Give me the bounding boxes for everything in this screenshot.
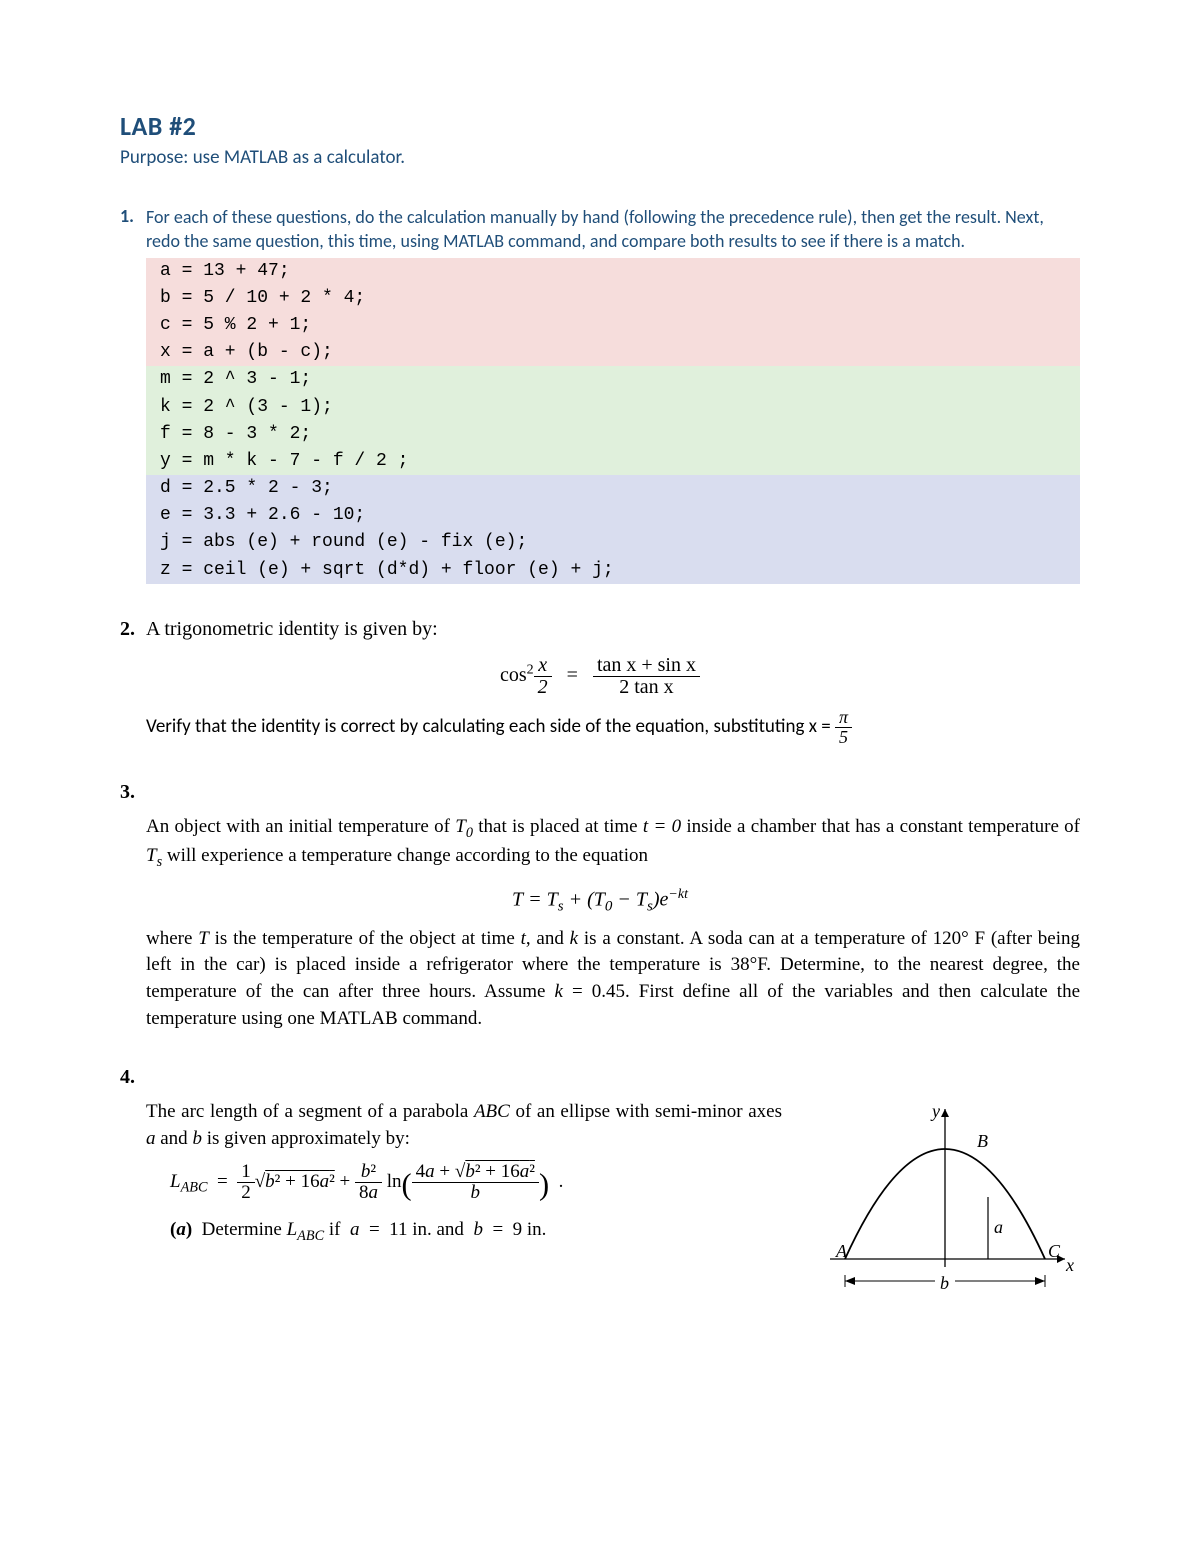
q3-T0: T bbox=[455, 816, 466, 837]
page: LAB #2 Purpose: use MATLAB as a calculat… bbox=[0, 0, 1200, 1553]
eq-lhs-frac-num: x bbox=[534, 655, 552, 676]
label-A: A bbox=[835, 1241, 848, 1261]
q4-part-a: (a) Determine LABC if a = 11 in. and b =… bbox=[170, 1217, 782, 1247]
q2-verify: Verify that the identity is correct by c… bbox=[146, 708, 1080, 747]
q4-Lsub: ABC bbox=[181, 1180, 208, 1196]
question-4: 4. The arc length of a segment of a para… bbox=[120, 1066, 1080, 1309]
code-line: x = a + (b - c); bbox=[146, 339, 1080, 366]
q1-number: 1. bbox=[120, 205, 146, 254]
label-y: y bbox=[930, 1101, 940, 1121]
code-line: f = 8 - 3 * 2; bbox=[146, 421, 1080, 448]
eq-lhs-base: cos bbox=[500, 664, 527, 686]
q2-lead: A trigonometric identity is given by: bbox=[146, 618, 1080, 641]
page-subtitle: Purpose: use MATLAB as a calculator. bbox=[120, 146, 1080, 169]
q2-verify-num: π bbox=[835, 708, 852, 727]
code-line: y = m * k - 7 - f / 2 ; bbox=[146, 448, 1080, 475]
q4-formula: LABC = 12√b² + 16a² + b²8a ln(4a + √b² +… bbox=[170, 1162, 782, 1203]
eq-lhs-exp: 2 bbox=[527, 662, 534, 677]
code-line: z = ceil (e) + sqrt (d*d) + floor (e) + … bbox=[146, 557, 1080, 584]
q3-p1-a: An object with an initial temperature of bbox=[146, 816, 455, 837]
q2-number: 2. bbox=[120, 618, 146, 641]
code-line: b = 5 / 10 + 2 * 4; bbox=[146, 285, 1080, 312]
code-line: c = 5 % 2 + 1; bbox=[146, 312, 1080, 339]
q2-equation: cos2x2 = tan x + sin x2 tan x bbox=[120, 655, 1080, 698]
f-halfnum: 1 bbox=[237, 1162, 255, 1182]
eq-lhs-frac-den: 2 bbox=[534, 676, 552, 698]
code-line: a = 13 + 47; bbox=[146, 258, 1080, 285]
label-x: x bbox=[1065, 1255, 1074, 1275]
question-3: 3. An object with an initial temperature… bbox=[120, 781, 1080, 1033]
label-C: C bbox=[1048, 1241, 1061, 1261]
q1-codeblock: a = 13 + 47; b = 5 / 10 + 2 * 4; c = 5 %… bbox=[146, 258, 1080, 584]
eq-sign: = bbox=[562, 664, 583, 686]
q3-p1-c: inside a chamber that has a constant tem… bbox=[681, 816, 1080, 837]
q3-paragraph2: where T is the temperature of the object… bbox=[146, 926, 1080, 1032]
code-line: m = 2 ^ 3 - 1; bbox=[146, 366, 1080, 393]
f-halfden: 2 bbox=[237, 1182, 255, 1203]
eq-rhs-num: tan x + sin x bbox=[593, 655, 700, 676]
q3-p1-b: that is placed at time bbox=[473, 816, 643, 837]
q4-number: 4. bbox=[120, 1066, 146, 1089]
q2-verify-text: Verify that the identity is correct by c… bbox=[146, 715, 835, 738]
q1-text: For each of these questions, do the calc… bbox=[146, 205, 1080, 254]
q3-equation: T = Ts + (T0 − Ts)e−kt bbox=[120, 887, 1080, 916]
label-b: b bbox=[940, 1273, 949, 1293]
q3-p1-d: will experience a temperature change acc… bbox=[162, 845, 648, 866]
q4-diagram: A B C x y a b bbox=[810, 1099, 1080, 1309]
question-1: 1. For each of these questions, do the c… bbox=[120, 205, 1080, 584]
q3-teq: t = 0 bbox=[643, 816, 681, 837]
q2-verify-den: 5 bbox=[835, 727, 852, 747]
page-title: LAB #2 bbox=[120, 110, 1080, 142]
code-line: k = 2 ^ (3 - 1); bbox=[146, 394, 1080, 421]
q4-paragraph: The arc length of a segment of a parabol… bbox=[146, 1099, 782, 1152]
label-a: a bbox=[994, 1217, 1003, 1237]
code-line: d = 2.5 * 2 - 3; bbox=[146, 475, 1080, 502]
q3-number: 3. bbox=[120, 781, 146, 804]
eq-rhs-den: 2 tan x bbox=[593, 676, 700, 698]
q3-paragraph1: An object with an initial temperature of… bbox=[146, 814, 1080, 873]
q3-Ts: T bbox=[146, 845, 157, 866]
code-line: j = abs (e) + round (e) - fix (e); bbox=[146, 529, 1080, 556]
q3-T0sub: 0 bbox=[466, 824, 473, 840]
code-line: e = 3.3 + 2.6 - 10; bbox=[146, 502, 1080, 529]
question-2: 2. A trigonometric identity is given by:… bbox=[120, 618, 1080, 747]
label-B: B bbox=[977, 1131, 988, 1151]
